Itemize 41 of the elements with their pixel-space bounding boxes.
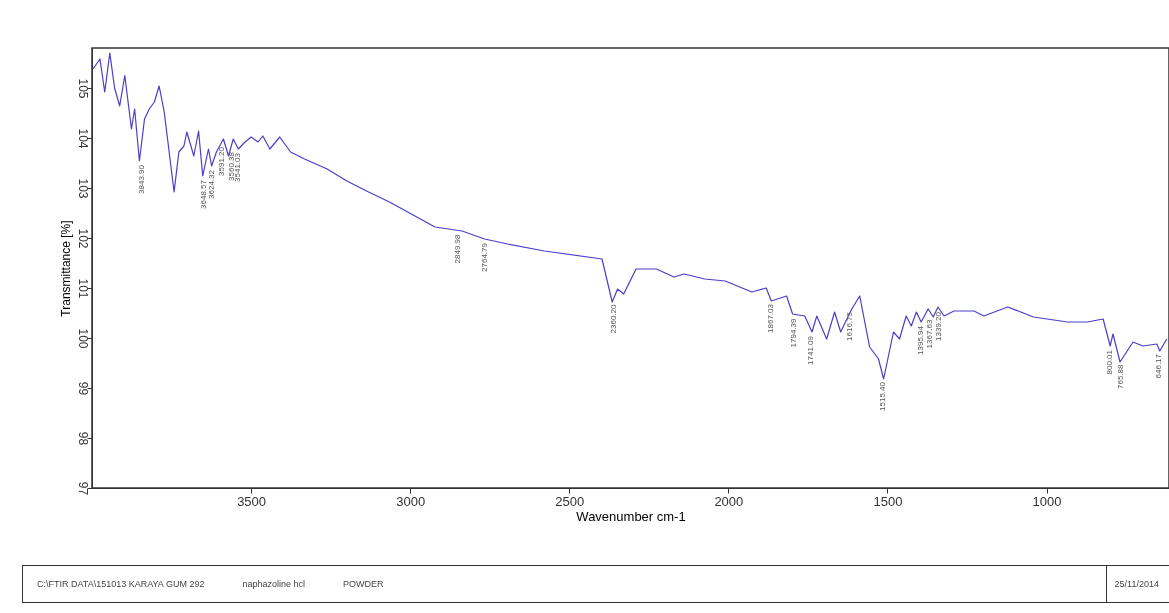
- annotation: 1367.63: [924, 318, 934, 349]
- annotation: 646.17: [1154, 353, 1164, 379]
- annotation: 1741.09: [805, 335, 815, 365]
- text: C:\FTIR DATA\151013 KARAYA GUM 292: [37, 579, 205, 589]
- annotation: 1794.39: [788, 317, 798, 348]
- annotation: 2764.79: [480, 242, 489, 272]
- annotation: 1395.94: [915, 325, 925, 355]
- annotation: 1867.03: [765, 303, 775, 333]
- text: 25/11/2014: [1105, 566, 1159, 602]
- y-tick-label: 102: [75, 228, 90, 249]
- annotation: 800.01: [1105, 349, 1115, 375]
- y-tick-label: 98: [75, 431, 90, 446]
- y-tick-label: 97: [75, 481, 90, 496]
- annotation: 3648.57: [198, 179, 208, 209]
- annotation: 3591.20: [217, 146, 227, 176]
- x-tick-label: 2500: [555, 493, 585, 509]
- y-tick-label: 103: [75, 178, 90, 199]
- annotation: 1515.40: [877, 381, 887, 411]
- annotation: 3843.90: [136, 164, 146, 194]
- y-axis-title: Transmittance [%]: [58, 220, 73, 317]
- annotation: 2360.20: [608, 303, 618, 334]
- y-tick-label: 100: [75, 328, 90, 349]
- annotation: 3560.38: [226, 151, 236, 181]
- annotation: 3541.03: [233, 152, 243, 182]
- y-tick-label: 101: [75, 278, 90, 299]
- y-tick-label: 99: [75, 381, 90, 396]
- annotation: 3624.32: [206, 169, 216, 199]
- annotation: 2849.98: [452, 233, 462, 264]
- x-tick-label: 1000: [1032, 493, 1062, 509]
- text: POWDER: [342, 579, 384, 589]
- y-tick-label: 104: [75, 128, 90, 149]
- x-tick-label: 2000: [714, 493, 744, 509]
- annotation: 1339.20: [933, 311, 943, 341]
- x-tick-label: 3000: [396, 493, 426, 509]
- annotation: 765.88: [1115, 363, 1125, 389]
- annotation: 1616.75: [845, 311, 855, 341]
- x-tick-label: 3500: [237, 493, 267, 509]
- y-tick-label: 105: [75, 78, 90, 99]
- x-tick-label: 1500: [873, 493, 903, 509]
- text: naphazoline hcl: [242, 579, 305, 589]
- x-axis-title: Wavenumber cm-1: [576, 508, 686, 524]
